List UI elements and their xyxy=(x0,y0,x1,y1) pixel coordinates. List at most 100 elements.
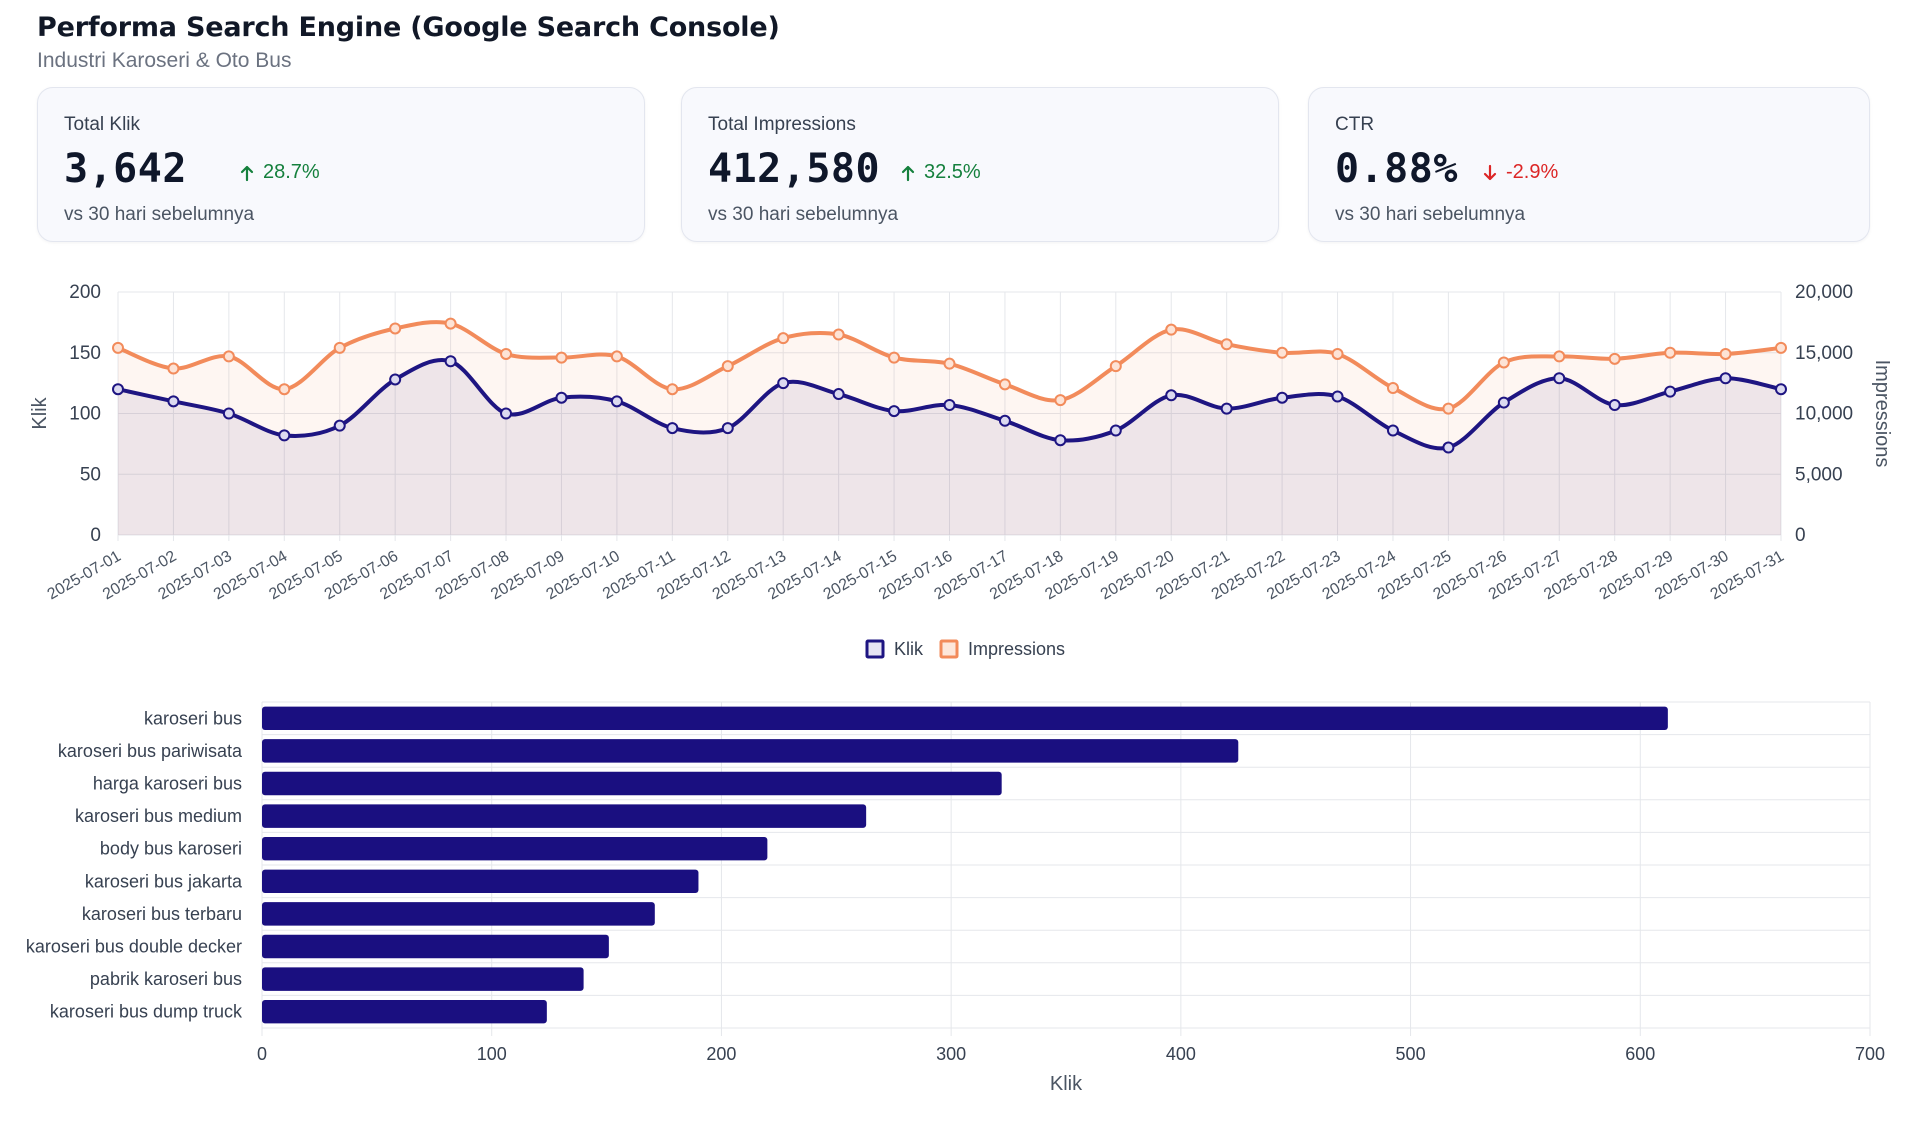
kpi-value: 412,580 xyxy=(708,146,881,192)
data-point-klik xyxy=(1220,402,1233,415)
data-point-impressions xyxy=(1276,346,1289,359)
category-label: body bus karoseri xyxy=(100,839,242,859)
category-label: karoseri bus pariwisata xyxy=(58,741,243,761)
kpi-card-klik: Total Klik 3,642 28.7% vs 30 hari sebelu… xyxy=(37,87,645,242)
data-point-impressions xyxy=(333,341,346,354)
series-area-impressions xyxy=(118,322,1781,535)
bar xyxy=(262,999,547,1024)
data-point-impressions xyxy=(222,350,235,363)
top-queries-bar-chart: karoseri bus karoseri bus pariwisata harga… xyxy=(26,701,1885,1095)
legend-swatch-klik xyxy=(865,639,885,659)
chart-legend: Klik Impressions xyxy=(865,639,1065,659)
kpi-delta: 32.5% xyxy=(901,161,981,184)
data-point-impressions xyxy=(1719,347,1732,360)
data-point-impressions xyxy=(888,351,901,364)
bar xyxy=(262,706,1668,731)
data-point-klik xyxy=(721,422,734,435)
data-point-klik xyxy=(1165,389,1178,402)
data-point-klik xyxy=(444,355,457,368)
series-area-klik xyxy=(118,360,1781,535)
data-point-impressions xyxy=(1054,394,1067,407)
x-tick-label: 400 xyxy=(1166,1044,1196,1064)
y-tick-label: 100 xyxy=(69,404,101,425)
category-label: harga karoseri bus xyxy=(93,774,242,794)
data-point-klik xyxy=(500,407,513,420)
data-point-klik xyxy=(943,398,956,411)
x-axis-title: Klik xyxy=(1050,1073,1083,1095)
category-label: karoseri bus terbaru xyxy=(82,904,242,924)
data-point-klik xyxy=(1608,398,1621,411)
data-point-impressions xyxy=(666,383,679,396)
bar xyxy=(262,739,1239,763)
bar xyxy=(262,771,1002,796)
data-point-impressions xyxy=(1109,360,1122,373)
data-point-klik xyxy=(1497,396,1510,409)
x-tick-label: 300 xyxy=(936,1044,966,1064)
category-label: karoseri bus xyxy=(144,708,242,728)
kpi-card-impressions: Total Impressions 412,580 32.5% vs 30 ha… xyxy=(681,87,1279,242)
data-point-klik xyxy=(610,395,623,408)
y-axis-title: Klik xyxy=(29,396,51,429)
bar xyxy=(262,836,768,861)
y2-tick-label: 0 xyxy=(1795,525,1806,546)
data-point-impressions xyxy=(1165,323,1178,336)
kpi-label: Total Impressions xyxy=(708,114,856,135)
data-point-impressions xyxy=(167,362,180,375)
y2-tick-label: 10,000 xyxy=(1795,404,1853,425)
category-label: karoseri bus jakarta xyxy=(85,871,243,891)
data-point-klik xyxy=(167,395,180,408)
bar xyxy=(262,804,867,828)
data-point-impressions xyxy=(1442,402,1455,415)
kpi-compare: vs 30 hari sebelumnya xyxy=(64,204,255,225)
data-point-impressions xyxy=(1497,356,1510,369)
legend-label-impressions: Impressions xyxy=(968,639,1065,659)
data-point-impressions xyxy=(1331,347,1344,360)
data-point-klik xyxy=(112,383,124,396)
y-tick-label: 50 xyxy=(80,464,101,485)
kpi-card-ctr: CTR 0.88% -2.9% vs 30 hari sebelumnya xyxy=(1308,87,1870,242)
y-tick-label: 200 xyxy=(69,282,101,303)
page-subtitle: Industri Karoseri & Oto Bus xyxy=(37,49,292,72)
y-tick-label: 0 xyxy=(90,525,101,546)
data-point-impressions xyxy=(278,383,291,396)
data-point-impressions xyxy=(112,341,124,354)
y2-axis-title: Impressions xyxy=(1871,360,1893,468)
data-point-impressions xyxy=(1386,381,1399,394)
y2-tick-label: 15,000 xyxy=(1795,343,1853,364)
arrow-down-icon xyxy=(1483,164,1497,180)
data-point-klik xyxy=(666,422,679,435)
category-label: karoseri bus dump truck xyxy=(50,1002,243,1022)
x-tick-label: 500 xyxy=(1396,1044,1426,1064)
data-point-klik xyxy=(998,414,1011,427)
x-tick-label: 600 xyxy=(1625,1044,1655,1064)
kpi-label: CTR xyxy=(1335,114,1375,135)
data-point-impressions xyxy=(1775,341,1787,354)
arrow-up-icon xyxy=(240,165,254,181)
data-point-impressions xyxy=(998,378,1011,391)
category-label: karoseri bus medium xyxy=(75,806,242,826)
data-point-klik xyxy=(888,405,901,418)
data-point-klik xyxy=(1553,372,1566,385)
data-point-klik xyxy=(1719,372,1732,385)
bar xyxy=(262,967,584,991)
x-tick-label: 100 xyxy=(477,1044,507,1064)
bar xyxy=(262,869,699,894)
kpi-delta-value: 28.7% xyxy=(263,161,320,183)
data-point-klik xyxy=(1775,383,1787,396)
data-point-impressions xyxy=(389,322,402,335)
arrow-up-icon xyxy=(901,165,915,181)
data-point-klik xyxy=(1442,441,1455,454)
bar xyxy=(262,934,609,959)
x-tick-label: 200 xyxy=(706,1044,736,1064)
daily-performance-line-chart: 0 50 100 150 200 0 5,000 10,000 15,000 20,000 Klik… xyxy=(29,282,1893,659)
kpi-delta-value: 32.5% xyxy=(924,161,981,183)
data-point-impressions xyxy=(555,351,568,364)
y-tick-label: 150 xyxy=(69,343,101,364)
data-point-klik xyxy=(389,373,402,386)
bar xyxy=(262,902,655,926)
data-point-klik xyxy=(555,391,568,404)
legend-swatch-impressions xyxy=(939,639,959,659)
data-point-impressions xyxy=(1220,338,1233,351)
kpi-delta: 28.7% xyxy=(240,161,320,184)
category-label: pabrik karoseri bus xyxy=(90,969,242,989)
